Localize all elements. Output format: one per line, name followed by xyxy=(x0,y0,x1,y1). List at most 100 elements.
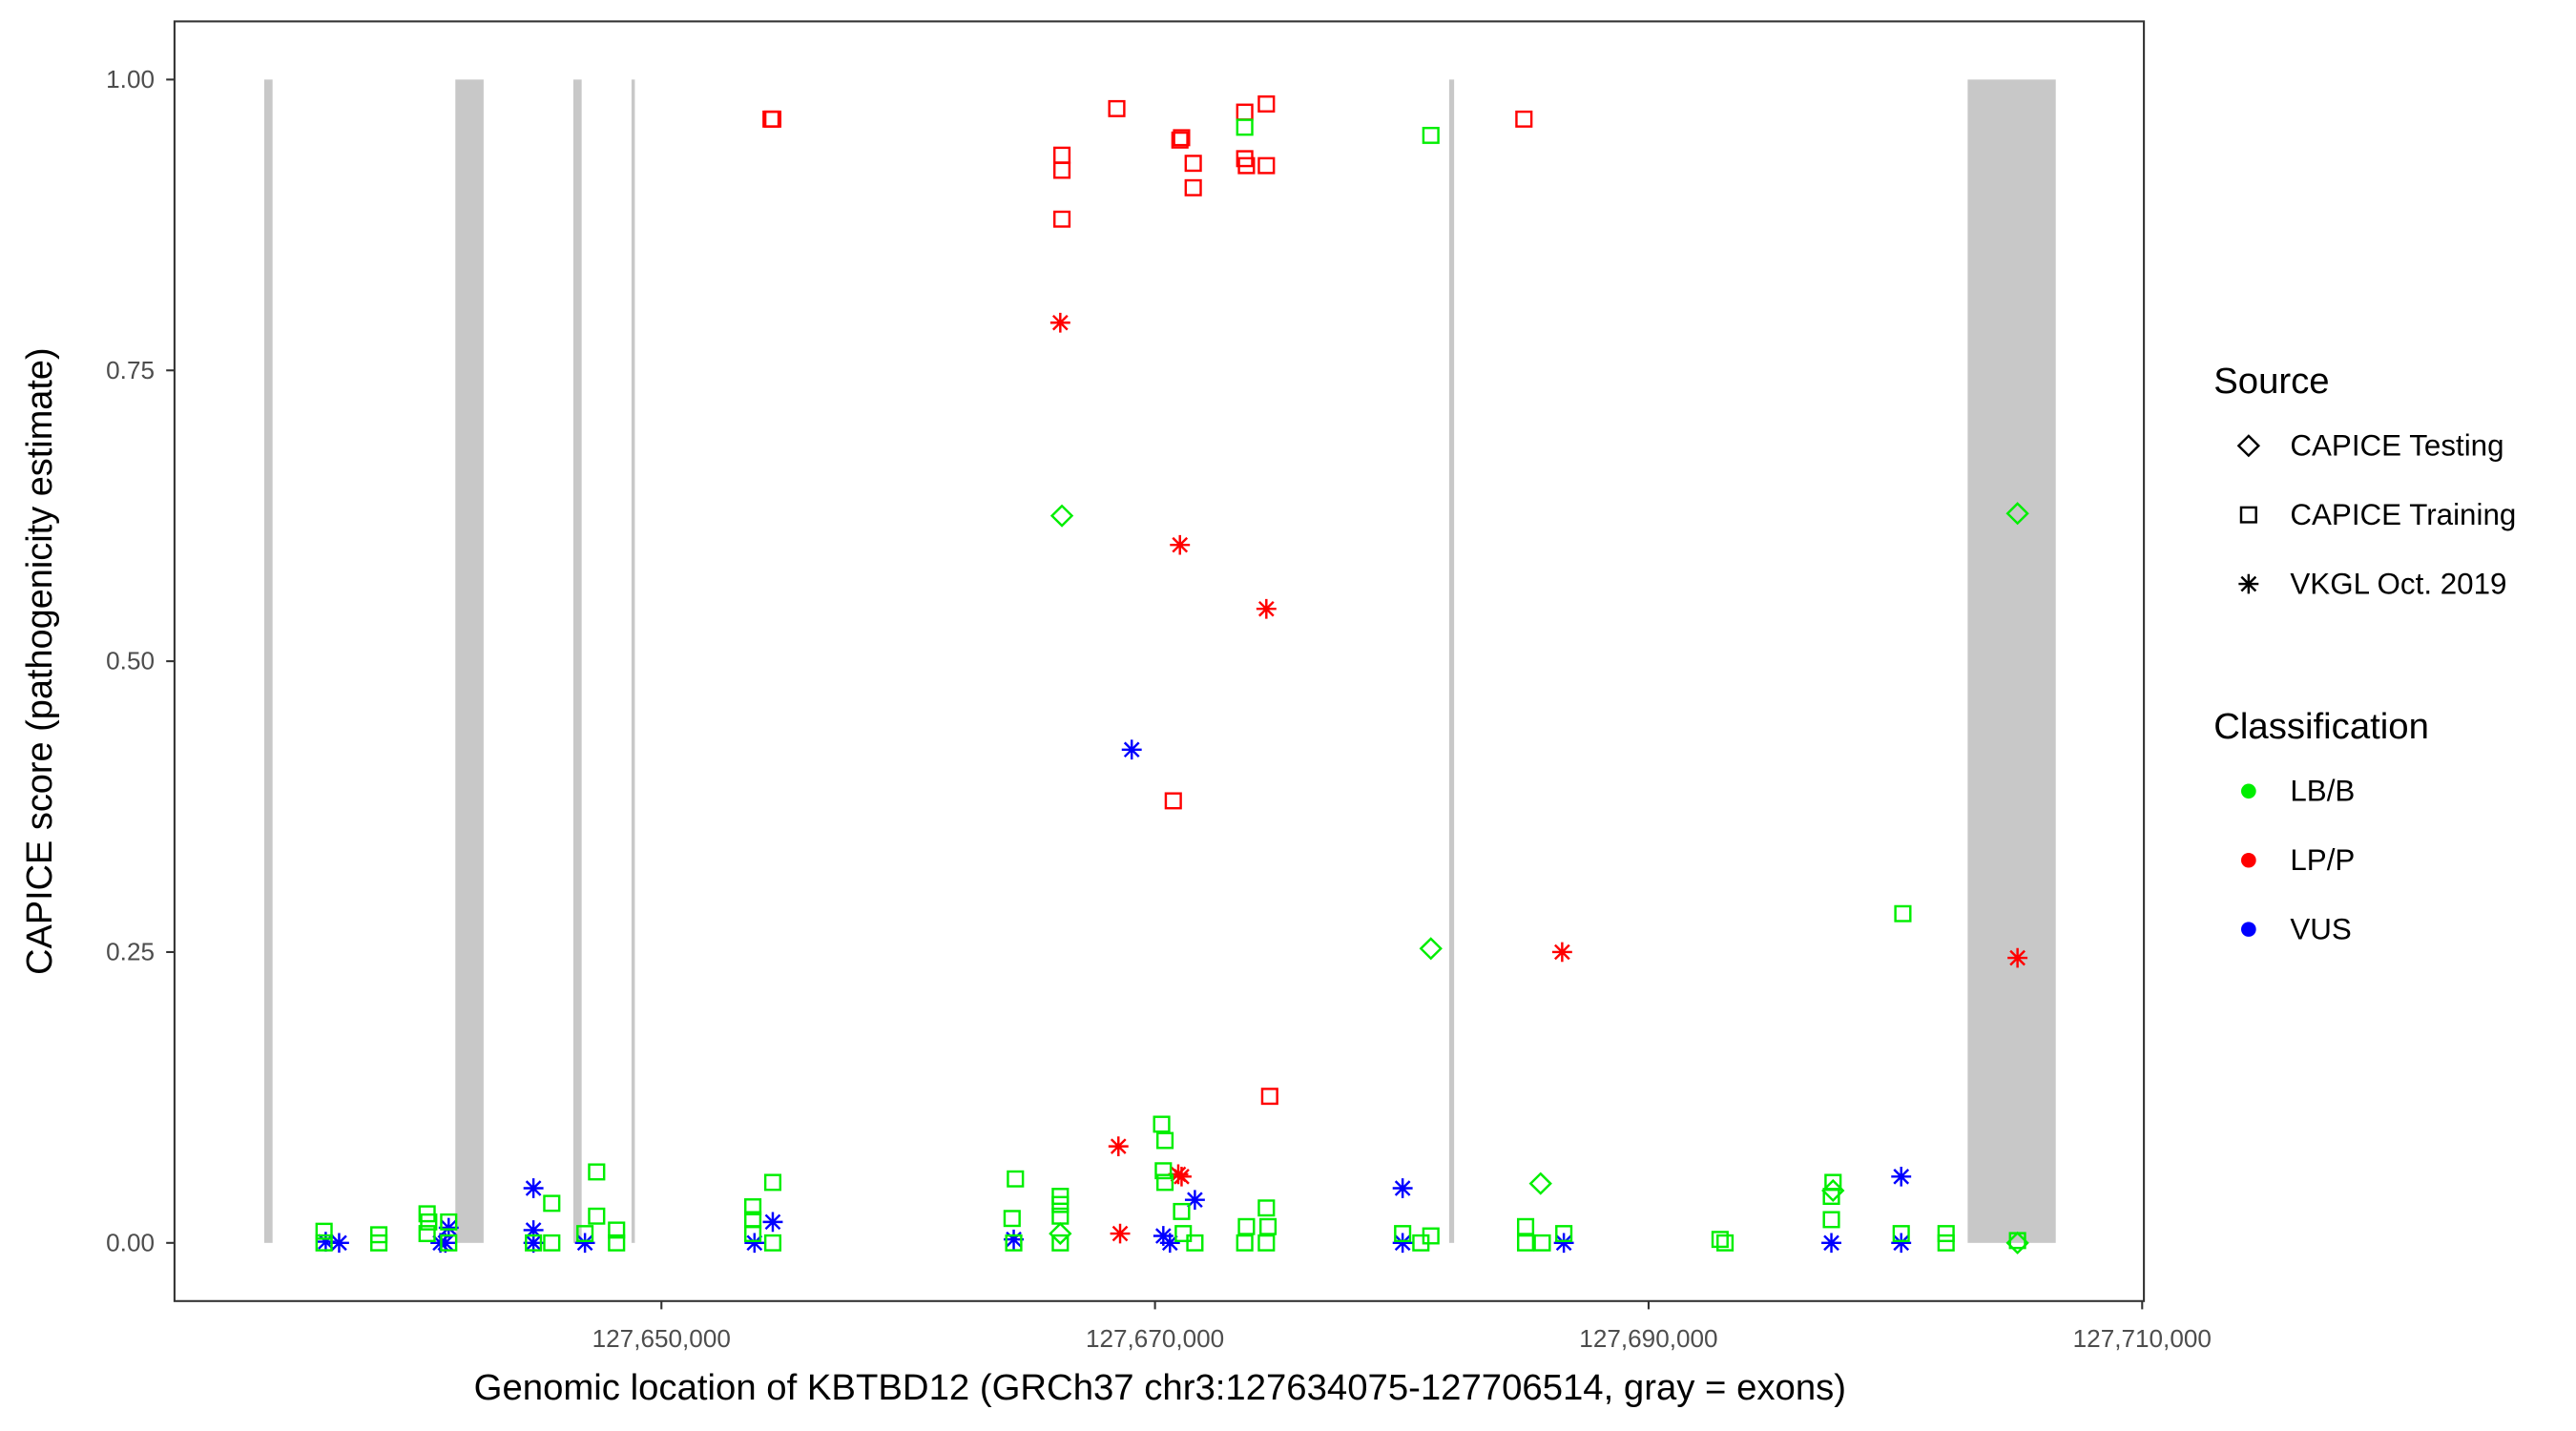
data-point xyxy=(315,1232,336,1252)
data-point xyxy=(1257,1234,1276,1252)
data-point xyxy=(1528,1172,1552,1195)
asterisk-marker xyxy=(328,1233,349,1254)
data-point xyxy=(2005,502,2029,526)
data-point xyxy=(1555,1225,1573,1243)
data-point xyxy=(1236,150,1254,168)
y-tick-label: 0.50 xyxy=(106,647,155,675)
square-marker xyxy=(370,1234,388,1252)
square-marker xyxy=(1155,1173,1174,1192)
data-point xyxy=(744,1233,765,1254)
asterisk-marker xyxy=(1551,942,1572,963)
square-marker xyxy=(588,1163,606,1181)
square-marker xyxy=(315,1222,333,1240)
data-point xyxy=(1003,1210,1021,1228)
data-point xyxy=(1108,1136,1129,1156)
square-marker xyxy=(1394,1225,1412,1243)
square-marker xyxy=(1174,1225,1193,1243)
square-marker xyxy=(1894,904,1912,923)
data-point xyxy=(1051,1207,1070,1225)
square-marker xyxy=(1051,1195,1070,1213)
legend-source-key xyxy=(2238,573,2259,594)
data-point xyxy=(1822,1211,1840,1229)
y-tick-label: 0.75 xyxy=(106,356,155,384)
square-marker xyxy=(1257,1199,1276,1217)
square-marker xyxy=(1260,1088,1278,1106)
data-point xyxy=(1004,1229,1024,1250)
square-marker xyxy=(1051,1234,1070,1252)
data-point xyxy=(576,1225,594,1243)
data-point xyxy=(1419,937,1443,961)
data-point xyxy=(1108,99,1126,117)
data-point xyxy=(1155,1131,1174,1150)
asterisk-marker xyxy=(523,1178,544,1198)
data-point xyxy=(1516,1234,1535,1252)
square-marker xyxy=(1516,1217,1535,1235)
square-marker xyxy=(1257,95,1276,113)
square-marker xyxy=(744,1198,762,1215)
data-point xyxy=(588,1163,606,1181)
square-marker xyxy=(588,1207,606,1225)
exon-band xyxy=(263,79,273,1243)
data-point xyxy=(763,1234,782,1252)
diamond-marker xyxy=(2005,502,2029,526)
asterisk-marker xyxy=(1392,1178,1413,1198)
square-marker xyxy=(1822,1211,1840,1229)
data-point xyxy=(1891,1233,1912,1254)
square-marker xyxy=(2239,506,2257,524)
square-marker xyxy=(1186,1234,1204,1252)
data-point xyxy=(1174,1225,1193,1243)
data-point xyxy=(574,1233,595,1254)
square-marker xyxy=(1257,1234,1276,1252)
square-marker xyxy=(1005,1234,1023,1252)
data-point xyxy=(608,1234,626,1252)
data-point xyxy=(1257,1199,1276,1217)
x-tick-label: 127,690,000 xyxy=(1579,1324,1717,1353)
legend-source-title: Source xyxy=(2213,361,2329,402)
x-tick-label: 127,710,000 xyxy=(2073,1324,2212,1353)
square-marker xyxy=(744,1225,762,1243)
square-marker xyxy=(1173,1202,1191,1220)
square-marker xyxy=(1164,792,1182,810)
square-marker xyxy=(1052,210,1071,228)
data-point xyxy=(418,1225,436,1243)
data-point xyxy=(1236,118,1254,136)
square-marker xyxy=(543,1194,561,1213)
square-marker xyxy=(1184,178,1202,197)
data-point xyxy=(1422,1227,1440,1245)
data-point xyxy=(1821,1233,1841,1254)
data-point xyxy=(1533,1234,1551,1252)
data-point xyxy=(2008,1232,2026,1250)
square-marker xyxy=(1236,118,1254,136)
asterisk-marker xyxy=(438,1217,459,1238)
data-point xyxy=(1394,1225,1412,1243)
asterisk-marker xyxy=(1108,1136,1129,1156)
asterisk-marker xyxy=(2238,573,2259,594)
square-marker xyxy=(1237,1217,1256,1235)
square-marker xyxy=(1937,1234,1955,1252)
square-marker xyxy=(1052,161,1071,179)
square-marker xyxy=(1822,1188,1840,1206)
legend: Source Classification CAPICE Testing CAPI… xyxy=(2213,361,2516,945)
data-point xyxy=(1052,210,1071,228)
square-marker xyxy=(1516,1234,1535,1252)
legend-classification-title: Classification xyxy=(2213,706,2429,747)
asterisk-marker xyxy=(1004,1229,1024,1250)
x-axis: 127,650,000 127,670,000 127,690,000 127,710… xyxy=(592,1300,2212,1353)
data-point xyxy=(1171,131,1189,149)
square-marker xyxy=(1007,1170,1025,1188)
square-marker xyxy=(1555,1225,1573,1243)
exon-band xyxy=(572,79,582,1243)
data-point xyxy=(543,1194,561,1213)
data-point xyxy=(2007,947,2028,968)
asterisk-marker xyxy=(1256,598,1277,619)
data-point xyxy=(1716,1234,1735,1252)
data-point xyxy=(1173,1202,1191,1220)
data-point xyxy=(1153,1115,1171,1133)
data-point xyxy=(1822,1188,1840,1206)
data-point xyxy=(763,1173,782,1192)
data-point xyxy=(1392,1178,1413,1198)
data-point xyxy=(1937,1234,1955,1252)
exon-band xyxy=(1448,79,1455,1243)
square-marker xyxy=(1236,1234,1254,1252)
